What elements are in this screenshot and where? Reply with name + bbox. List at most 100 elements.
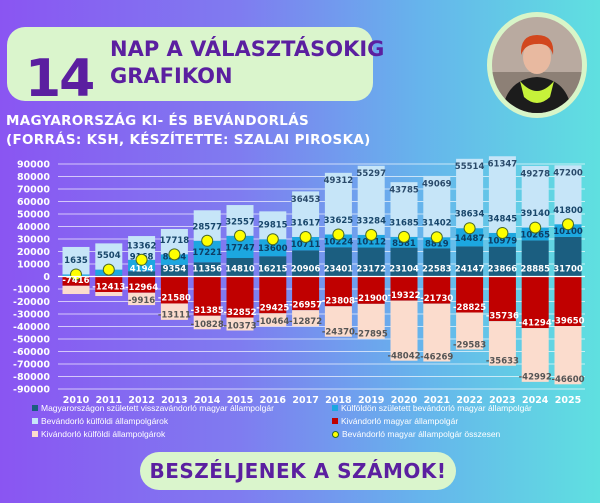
label-total: 31617 — [291, 218, 321, 228]
header-banner: 14 NAP A VÁLASZTÁSOKIG GRAFIKON — [7, 27, 384, 109]
bar-kiv_kulf — [95, 292, 123, 297]
y-tick-label: 30000 — [17, 235, 50, 246]
total-dot — [430, 231, 443, 244]
y-tick-label: -70000 — [13, 360, 50, 371]
label-kulfoldon: 10265 — [520, 230, 550, 240]
bar-bev_kulf — [292, 191, 320, 237]
x-tick-label: 2016 — [260, 395, 287, 406]
y-tick-label: -90000 — [13, 385, 50, 396]
y-tick-label: -80000 — [13, 372, 50, 383]
label-vissza: 11356 — [192, 264, 222, 274]
legend-label: Kivándorló külföldi állampolgárok — [41, 429, 166, 439]
label-kiv-magyar: -23808 — [322, 297, 355, 307]
y-tick-label: -10000 — [13, 285, 50, 296]
x-tick-label: 2024 — [522, 395, 549, 406]
label-kiv-kulf: -24370 — [322, 328, 355, 338]
bar-bev_kulf — [390, 182, 418, 237]
author-photo — [487, 12, 587, 118]
legend-item-kiv-magyar: Kivándorló magyar állampolgár — [332, 416, 458, 426]
bar-kiv_magyar — [488, 276, 516, 322]
legend-label: Magyarországon született visszavándorló … — [41, 403, 274, 413]
label-vissza: 23866 — [488, 264, 518, 274]
legend-item-bev-kulf: Bevándorló külföldi állampolgárok — [32, 416, 168, 426]
label-kiv-kulf: -46600 — [551, 375, 584, 385]
bar-kiv_magyar — [357, 276, 385, 304]
bar-kiv_kulf — [521, 328, 549, 382]
legend-label: Kivándorló magyar állampolgár — [341, 416, 459, 426]
label-total: 34845 — [488, 214, 518, 224]
total-dot — [102, 263, 115, 276]
legend-dot-icon — [332, 430, 339, 438]
label-kulfoldon: 10224 — [324, 237, 354, 247]
bar-kiv_magyar — [521, 276, 549, 329]
x-tick-label: 2015 — [227, 395, 253, 406]
bar-bev_kulf — [357, 165, 385, 235]
bar-vissza — [554, 236, 582, 277]
bar-vissza — [292, 250, 320, 277]
bar-kiv_magyar — [554, 276, 582, 327]
bar-kiv_kulf — [456, 312, 484, 350]
bar-kulfoldon — [357, 234, 385, 248]
label-kiv-kulf: -10464 — [256, 317, 289, 327]
total-dot — [299, 230, 312, 243]
y-tick-label: 90000 — [17, 160, 50, 171]
bar-vissza — [193, 262, 221, 277]
y-tick-label: 60000 — [17, 197, 50, 208]
label-vissza: 24147 — [455, 264, 485, 274]
label-kiv-kulf: -48042 — [387, 352, 420, 362]
bar-kulfoldon — [456, 228, 484, 247]
label-kiv-kulf: -46269 — [420, 352, 453, 362]
y-tick-label: 20000 — [17, 247, 50, 258]
portrait-image — [492, 17, 582, 113]
x-tick-label: 2017 — [292, 395, 318, 406]
label-total: 1635 — [64, 256, 88, 266]
bar-kiv_kulf — [193, 315, 221, 330]
bar-kiv_magyar — [456, 276, 484, 313]
bar-vissza — [390, 247, 418, 277]
bar-kiv_kulf — [62, 285, 90, 295]
label-total: 31685 — [389, 218, 419, 228]
x-tick-label: 2013 — [161, 395, 187, 406]
label-kiv-kulf: -12872 — [289, 317, 322, 327]
label-bev-kulf: 49278 — [520, 169, 550, 179]
label-bev-kulf: 61347 — [488, 160, 518, 170]
bar-kiv_magyar — [324, 276, 352, 307]
label-bev-kulf: 49312 — [324, 176, 354, 186]
label-total: 32557 — [225, 217, 255, 227]
bar-kiv_kulf — [390, 300, 418, 361]
label-kiv-magyar: -21730 — [420, 294, 453, 304]
legend-item-kulfoldon: Külföldön született bevándorló magyar ál… — [332, 403, 532, 413]
bar-kulfoldon — [292, 236, 320, 251]
bar-kiv_kulf — [128, 292, 156, 306]
bar-kiv_kulf — [423, 303, 451, 362]
talk-numbers-button[interactable]: BESZÉLJENEK A SZÁMOK! — [140, 452, 456, 490]
label-kiv-magyar: -32852 — [223, 308, 256, 318]
bar-kulfoldon — [488, 232, 516, 247]
bar-vissza — [488, 246, 516, 277]
bar-kiv_magyar — [95, 276, 123, 293]
label-total: 29815 — [258, 221, 288, 231]
bar-kiv_magyar — [226, 276, 254, 318]
bar-kiv_kulf — [160, 303, 188, 320]
label-kiv-magyar: -12413 — [92, 282, 125, 292]
bar-kiv_kulf — [226, 317, 254, 331]
label-bev-kulf: 43785 — [389, 186, 419, 196]
x-tick-label: 2022 — [456, 395, 482, 406]
label-bev-kulf: 36453 — [291, 195, 321, 205]
y-tick-label: 10000 — [17, 260, 50, 271]
bar-kiv_magyar — [128, 276, 156, 293]
legend-swatch — [32, 418, 38, 424]
total-dot — [496, 226, 509, 239]
bar-kiv_kulf — [488, 321, 516, 366]
bar-kulfoldon — [521, 227, 549, 241]
total-dot — [365, 228, 378, 241]
label-total: 31402 — [422, 219, 452, 229]
legend-swatch — [32, 405, 38, 411]
x-tick-label: 2012 — [128, 395, 154, 406]
legend-label: Bevándorló külföldi állampolgárok — [41, 416, 169, 426]
bar-kulfoldon — [226, 235, 254, 258]
label-vissza: 28885 — [520, 264, 550, 274]
label-total: 17718 — [160, 236, 190, 246]
total-dot — [529, 221, 542, 234]
bar-bev_kulf — [456, 158, 484, 229]
